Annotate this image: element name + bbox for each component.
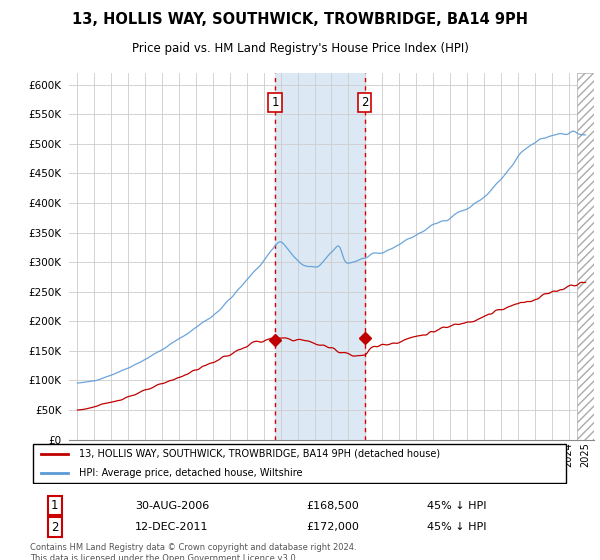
- Text: 1: 1: [51, 499, 59, 512]
- Text: 1: 1: [271, 96, 279, 109]
- Text: 13, HOLLIS WAY, SOUTHWICK, TROWBRIDGE, BA14 9PH: 13, HOLLIS WAY, SOUTHWICK, TROWBRIDGE, B…: [72, 12, 528, 27]
- Text: 30-AUG-2006: 30-AUG-2006: [135, 501, 209, 511]
- Text: Price paid vs. HM Land Registry's House Price Index (HPI): Price paid vs. HM Land Registry's House …: [131, 43, 469, 55]
- Bar: [275, 73, 365, 440]
- Text: 12-DEC-2011: 12-DEC-2011: [135, 522, 208, 532]
- Text: 2: 2: [51, 521, 59, 534]
- Text: 13, HOLLIS WAY, SOUTHWICK, TROWBRIDGE, BA14 9PH (detached house): 13, HOLLIS WAY, SOUTHWICK, TROWBRIDGE, B…: [79, 449, 440, 459]
- Text: £168,500: £168,500: [306, 501, 359, 511]
- Text: 2: 2: [361, 96, 368, 109]
- Text: Contains HM Land Registry data © Crown copyright and database right 2024.
This d: Contains HM Land Registry data © Crown c…: [30, 543, 356, 560]
- Text: £172,000: £172,000: [306, 522, 359, 532]
- Text: 45% ↓ HPI: 45% ↓ HPI: [427, 501, 487, 511]
- FancyBboxPatch shape: [33, 444, 566, 483]
- Text: HPI: Average price, detached house, Wiltshire: HPI: Average price, detached house, Wilt…: [79, 468, 302, 478]
- Text: 45% ↓ HPI: 45% ↓ HPI: [427, 522, 487, 532]
